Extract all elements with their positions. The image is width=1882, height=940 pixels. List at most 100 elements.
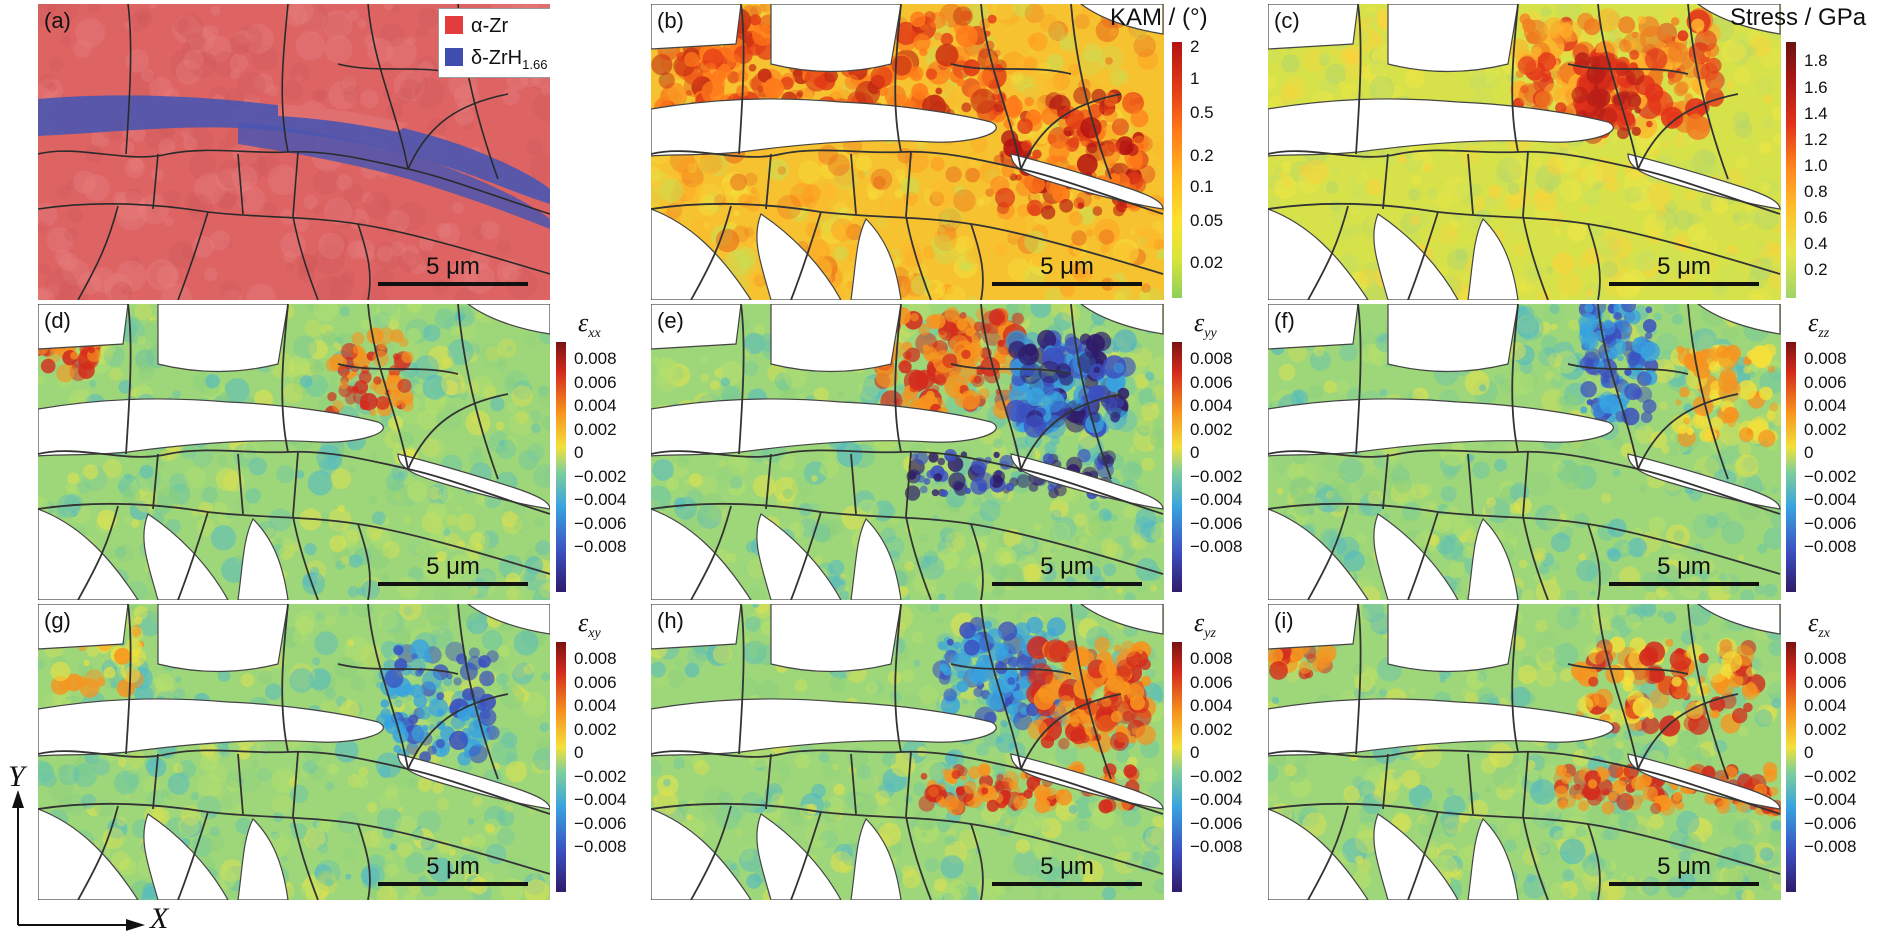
strain-colorbar-ticks-d: 0.008 0.006 0.004 0.002 0 −0.002 −0.004 −0.006 −…	[574, 342, 654, 592]
tick-label: −0.006	[574, 513, 627, 533]
strain-colorbar-e	[1172, 342, 1182, 592]
tick-label: 0.006	[1804, 372, 1847, 392]
tick-label: 0	[574, 443, 584, 462]
phase-legend: α-Zr δ-ZrH1.66	[438, 8, 550, 78]
kam-colorbar-ticks: 2 1 0.5 0.2 0.1 0.05 0.02	[1190, 38, 1250, 298]
tick-label: −0.008	[1804, 837, 1857, 856]
strain-colorbar-h	[1172, 642, 1182, 892]
legend-item-delta: δ-ZrH1.66	[445, 47, 547, 72]
tick-label: 0.2	[1190, 146, 1214, 165]
tick-label: 0.006	[574, 372, 617, 392]
scale-bar: 5 μm	[378, 554, 528, 586]
tick-label: 0.6	[1804, 208, 1828, 227]
kam-map-image	[651, 4, 1164, 300]
scale-bar-label: 5 μm	[1040, 253, 1094, 280]
tick-label: −0.008	[574, 837, 627, 856]
strain-map-image	[651, 304, 1164, 600]
scale-bar: 5 μm	[1609, 854, 1759, 886]
strain-map-image	[38, 604, 550, 900]
scale-bar: 5 μm	[992, 254, 1142, 286]
strain-symbol: ε	[578, 308, 589, 337]
strain-map-image	[651, 604, 1164, 900]
scale-bar-label: 5 μm	[426, 553, 480, 580]
scale-bar-label: 5 μm	[426, 853, 480, 880]
tick-label: 1.6	[1804, 78, 1828, 97]
scale-bar-label: 5 μm	[1040, 553, 1094, 580]
tick-label: −0.006	[1190, 813, 1243, 833]
scale-bar: 5 μm	[378, 854, 528, 886]
panel-e-strain-map: (e) 5 μm	[651, 304, 1164, 600]
delta-swatch	[445, 48, 463, 66]
tick-label: −0.008	[1190, 837, 1243, 856]
tick-label: −0.006	[574, 813, 627, 833]
tick-label: 1	[1190, 69, 1200, 88]
strain-symbol: ε	[1194, 608, 1205, 637]
strain-colorbar-i	[1786, 642, 1796, 892]
strain-colorbar-f	[1786, 342, 1796, 592]
strain-colorbar-ticks-g: 0.008 0.006 0.004 0.002 0 −0.002 −0.004 −0.006 −…	[574, 642, 654, 892]
y-axis-label: Y	[8, 760, 25, 793]
tick-label: −0.002	[1804, 766, 1857, 786]
alpha-swatch	[445, 16, 463, 34]
tick-label: 0	[1190, 443, 1200, 462]
legend-delta-subscript: 1.66	[522, 57, 548, 72]
panel-a-phase-map: (a) α-Zr δ-ZrH1.66 5 μm	[38, 4, 550, 300]
tick-label: 0.004	[574, 696, 617, 715]
scale-bar: 5 μm	[378, 254, 528, 286]
strain-subscript: yz	[1204, 626, 1216, 642]
scale-bar: 5 μm	[1609, 554, 1759, 586]
tick-label: −0.004	[1190, 790, 1243, 809]
strain-colorbar-title-g: εxy	[578, 608, 601, 642]
tick-label: 1.0	[1804, 156, 1828, 175]
scale-bar-label: 5 μm	[1040, 853, 1094, 880]
kam-colorbar	[1172, 42, 1182, 298]
tick-label: 0.4	[1804, 234, 1828, 253]
tick-label: 0.02	[1190, 253, 1224, 272]
tick-label: 0.006	[1190, 372, 1233, 392]
panel-label: (b)	[657, 8, 684, 33]
panel-label: (f)	[1274, 308, 1295, 333]
tick-label: 0.004	[574, 396, 617, 415]
tick-label: 0	[1190, 743, 1200, 762]
tick-label: −0.002	[1190, 766, 1243, 786]
strain-subscript: yy	[1204, 326, 1217, 342]
tick-label: 0.008	[1190, 649, 1233, 668]
tick-label: 0.004	[1804, 396, 1847, 415]
strain-colorbar-ticks-f: 0.008 0.006 0.004 0.002 0 −0.002 −0.004 −0.006 −…	[1804, 342, 1882, 592]
tick-label: −0.002	[1190, 466, 1243, 486]
panel-i-strain-map: (i) 5 μm	[1268, 604, 1781, 900]
tick-label: 0.002	[1190, 719, 1233, 739]
panel-label: (i)	[1274, 608, 1294, 633]
panel-b-kam-map: (b) 5 μm	[651, 4, 1164, 300]
tick-label: 0	[1804, 443, 1814, 462]
tick-label: −0.004	[1190, 490, 1243, 509]
scale-bar: 5 μm	[1609, 254, 1759, 286]
tick-label: 0.004	[1190, 696, 1233, 715]
tick-label: −0.006	[1190, 513, 1243, 533]
tick-label: 0	[1804, 743, 1814, 762]
panel-label: (c)	[1274, 8, 1300, 33]
panel-d-strain-map: (d) 5 μm	[38, 304, 550, 600]
tick-label: −0.002	[574, 466, 627, 486]
legend-item-alpha: α-Zr	[445, 15, 508, 38]
tick-label: 0.004	[1804, 696, 1847, 715]
tick-label: 0.006	[574, 672, 617, 692]
strain-colorbar-title-h: εyz	[1194, 608, 1216, 642]
panel-label: (d)	[44, 308, 71, 333]
x-axis-label: X	[150, 902, 169, 935]
panel-c-stress-map: (c) 5 μm	[1268, 4, 1781, 300]
tick-label: −0.008	[1190, 537, 1243, 556]
tick-label: −0.006	[1804, 513, 1857, 533]
strain-colorbar-title-e: εyy	[1194, 308, 1217, 342]
tick-label: 0.006	[1804, 672, 1847, 692]
legend-delta-label: δ-ZrH	[471, 47, 523, 69]
tick-label: 1.8	[1804, 51, 1828, 70]
strain-colorbar-g	[556, 642, 566, 892]
coordinate-axes: Y X	[8, 760, 178, 935]
tick-label: −0.004	[574, 490, 627, 509]
tick-label: 0.5	[1190, 103, 1214, 122]
tick-label: 0.2	[1804, 260, 1828, 279]
tick-label: 0	[574, 743, 584, 762]
panel-label: (e)	[657, 308, 684, 333]
panel-g-strain-map: (g) 5 μm	[38, 604, 550, 900]
